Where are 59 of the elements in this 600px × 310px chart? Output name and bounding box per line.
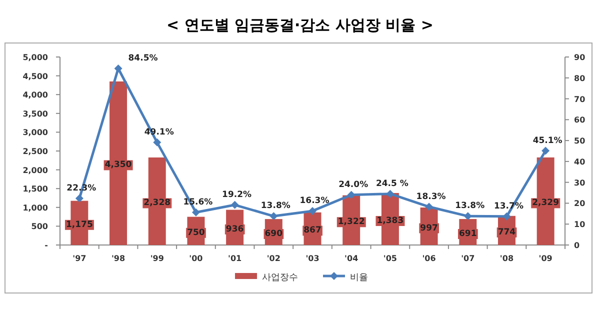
data-label: 84.5% [128, 53, 158, 64]
y-tick-label: 1,500 [22, 184, 48, 194]
x-tick-label: '01 [228, 254, 242, 263]
y-tick-label: 3,000 [22, 128, 48, 138]
data-label: 13.8% [455, 201, 486, 212]
data-label: 691 [459, 229, 477, 240]
x-tick-label: '06 [422, 254, 436, 263]
data-label: 24.0% [338, 180, 369, 190]
x-tick-label: '02 [266, 254, 280, 263]
y2-tick-label: 40 [574, 157, 586, 166]
x-tick-label: '05 [383, 254, 398, 263]
data-label: 19.2% [222, 190, 252, 200]
legend-label: 비율 [350, 273, 368, 283]
legend-label: 사업장수 [262, 273, 298, 283]
title: < 연도별 임금동결·감소 사업장 비율 > [166, 16, 434, 34]
y-tick-label: 2,500 [22, 147, 48, 156]
x-tick-label: '97 [72, 254, 86, 263]
y-tick-label: 4,000 [22, 90, 48, 100]
y2-tick-label: 0 [574, 241, 580, 250]
data-label: 1,383 [376, 216, 404, 226]
y2-tick-label: 10 [574, 220, 586, 230]
y-tick-label: 500 [31, 222, 48, 232]
data-label: 13.8% [260, 201, 291, 212]
y2-tick-label: 80 [574, 74, 586, 83]
x-tick-label: '07 [461, 254, 475, 263]
x-tick-label: '99 [150, 254, 164, 263]
data-label: 2,329 [532, 198, 560, 208]
x-tick-label: '09 [538, 254, 553, 263]
x-tick-label: '08 [500, 254, 514, 263]
data-label: 24.5 % [376, 178, 409, 189]
y2-tick-label: 30 [574, 178, 586, 188]
y2-tick-label: 50 [574, 136, 586, 146]
data-label: 45.1% [532, 136, 563, 146]
data-label: 16.3% [300, 196, 330, 206]
y2-tick-label: 90 [574, 53, 586, 62]
y-tick-label: 4,500 [22, 72, 48, 81]
data-label: 2,328 [144, 198, 171, 208]
data-label: 18.3% [416, 192, 446, 202]
y-tick-label: 2,000 [22, 166, 48, 175]
y2-tick-label: 60 [574, 116, 586, 125]
data-label: 1,175 [66, 220, 93, 230]
data-label: 997 [420, 223, 438, 234]
data-label: 774 [498, 227, 516, 238]
data-label: 867 [304, 226, 322, 236]
y-tick-label: 1,000 [22, 203, 48, 212]
x-tick-label: '04 [344, 254, 359, 263]
x-tick-label: '00 [189, 254, 204, 263]
y-tick-label: 5,000 [22, 53, 48, 62]
x-tick-label: '98 [111, 254, 126, 263]
x-tick-label: '03 [306, 254, 320, 263]
data-label: 4,350 [104, 160, 132, 170]
y-tick-label: - [44, 241, 48, 250]
data-label: 1,322 [338, 217, 365, 228]
y2-tick-label: 20 [574, 199, 586, 208]
data-label: 690 [264, 229, 283, 240]
data-label: 936 [226, 224, 244, 234]
y2-tick-label: 70 [574, 94, 586, 104]
y-tick-label: 3,500 [22, 109, 48, 118]
data-label: 750 [187, 228, 205, 238]
